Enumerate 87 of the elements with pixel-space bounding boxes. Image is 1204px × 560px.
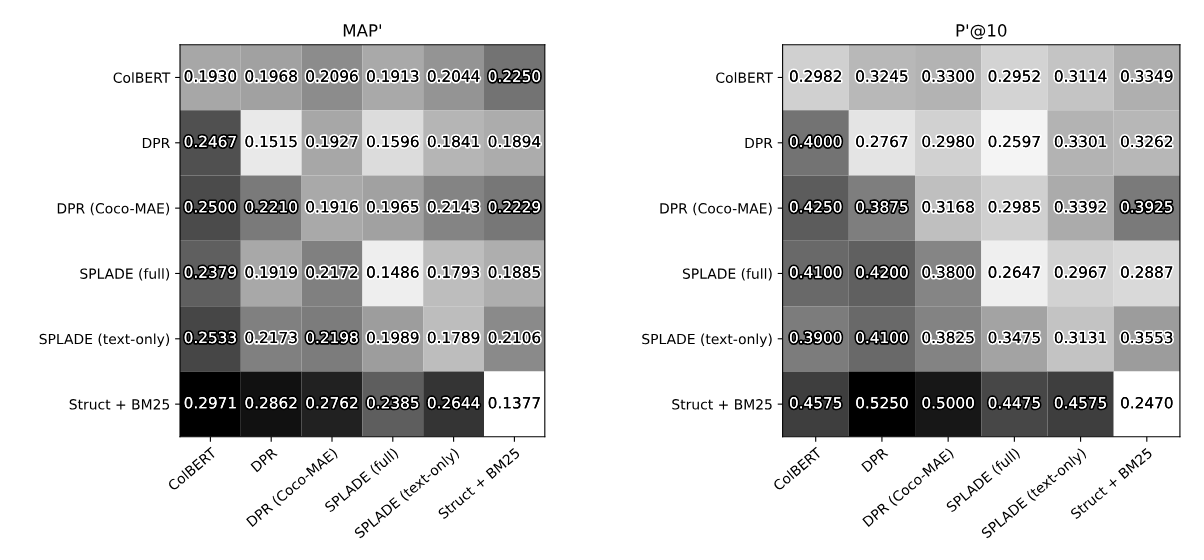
data-label: 0.2762 bbox=[306, 397, 358, 409]
data-label: 0.3131 bbox=[1054, 331, 1106, 344]
data-label: 0.2173 bbox=[245, 331, 297, 344]
y-tick-label: Struct + BM25 bbox=[69, 399, 170, 410]
y-tick-label: ColBERT bbox=[716, 72, 773, 83]
data-label: 0.4575 bbox=[789, 397, 842, 409]
data-label: 0.1596 bbox=[367, 135, 419, 148]
data-label: 0.3825 bbox=[922, 331, 974, 344]
y-tick-label: SPLADE (text-only) bbox=[39, 333, 170, 347]
data-label: 0.1927 bbox=[306, 135, 358, 148]
data-label: 0.1989 bbox=[367, 331, 419, 344]
data-label: 0.5000 bbox=[922, 397, 974, 409]
data-label: 0.1916 bbox=[306, 201, 358, 213]
data-label: 0.1885 bbox=[488, 266, 540, 278]
data-label: 0.3475 bbox=[988, 331, 1040, 344]
data-label: 0.2982 bbox=[789, 70, 841, 82]
y-tick-label: SPLADE (full) bbox=[682, 268, 772, 281]
data-label: 0.3300 bbox=[922, 70, 974, 82]
data-label: 0.2467 bbox=[184, 135, 236, 148]
data-label: 0.2143 bbox=[427, 201, 480, 213]
data-label: 0.4475 bbox=[988, 397, 1040, 409]
data-label: 0.2044 bbox=[427, 70, 480, 82]
data-label: 0.1930 bbox=[184, 70, 237, 82]
data-label: 0.2887 bbox=[1121, 266, 1173, 278]
data-label: 0.1486 bbox=[367, 266, 419, 278]
data-label: 0.3392 bbox=[1054, 201, 1106, 213]
data-label: 0.4100 bbox=[856, 331, 908, 344]
data-label: 0.1913 bbox=[367, 70, 419, 82]
data-label: 0.2229 bbox=[488, 201, 541, 213]
data-label: 0.3800 bbox=[922, 266, 974, 278]
data-label: 0.1377 bbox=[488, 397, 540, 409]
data-label: 0.2172 bbox=[306, 266, 358, 278]
data-label: 0.2967 bbox=[1054, 266, 1107, 278]
data-label: 0.3245 bbox=[856, 70, 908, 82]
data-label: 0.3900 bbox=[789, 331, 842, 344]
data-label: 0.2210 bbox=[245, 201, 297, 213]
y-tick-label: DPR bbox=[745, 137, 773, 149]
data-label: 0.1841 bbox=[427, 135, 479, 148]
data-label: 0.4100 bbox=[789, 266, 842, 278]
y-tick-label: Struct + BM25 bbox=[672, 399, 772, 410]
data-label: 0.2533 bbox=[184, 331, 236, 344]
y-tick-label: DPR (Coco-MAE) bbox=[660, 202, 772, 216]
data-label: 0.2198 bbox=[306, 331, 358, 344]
data-label: 0.3301 bbox=[1054, 135, 1106, 148]
y-tick-label: DPR bbox=[142, 137, 170, 149]
data-label: 0.3875 bbox=[856, 201, 908, 213]
data-label: 0.4200 bbox=[856, 266, 908, 278]
data-label: 0.2250 bbox=[488, 70, 541, 82]
data-label: 0.1789 bbox=[427, 331, 480, 344]
data-label: 0.2096 bbox=[306, 70, 358, 82]
data-label: 0.3925 bbox=[1121, 201, 1173, 213]
data-label: 0.2767 bbox=[856, 135, 908, 148]
data-label: 0.2500 bbox=[184, 201, 237, 213]
data-label: 0.3349 bbox=[1121, 70, 1173, 82]
data-label: 0.2106 bbox=[488, 331, 541, 344]
data-label: 0.1965 bbox=[367, 201, 419, 213]
data-label: 0.1968 bbox=[245, 70, 297, 82]
data-label: 0.1793 bbox=[427, 266, 480, 278]
y-tick-label: ColBERT bbox=[113, 72, 171, 83]
data-label: 0.2971 bbox=[184, 397, 236, 409]
data-label: 0.4575 bbox=[1054, 397, 1106, 409]
data-label: 0.2470 bbox=[1121, 397, 1173, 409]
data-label: 0.3168 bbox=[922, 201, 974, 213]
y-tick-label: DPR (Coco-MAE) bbox=[57, 202, 170, 216]
data-label: 0.5250 bbox=[856, 397, 908, 409]
data-label: 0.1894 bbox=[488, 135, 541, 148]
x-tick-label: DPR bbox=[861, 447, 889, 473]
data-label: 0.2862 bbox=[245, 397, 297, 409]
data-label: 0.3262 bbox=[1121, 135, 1173, 148]
y-tick-label: SPLADE (text-only) bbox=[642, 333, 772, 347]
data-label: 0.3553 bbox=[1121, 331, 1173, 344]
data-label: 0.3114 bbox=[1054, 70, 1107, 82]
data-label: 0.2644 bbox=[427, 397, 480, 409]
data-label: 0.1919 bbox=[245, 266, 297, 278]
data-label: 0.2379 bbox=[184, 266, 237, 278]
data-label: 0.2597 bbox=[988, 135, 1040, 148]
y-tick-label: SPLADE (full) bbox=[80, 268, 170, 281]
data-label: 0.2647 bbox=[988, 266, 1040, 278]
data-label: 0.1515 bbox=[245, 135, 297, 148]
chart-title: MAP' bbox=[343, 24, 382, 37]
data-label: 0.2985 bbox=[988, 201, 1040, 213]
data-label: 0.4000 bbox=[789, 135, 842, 148]
data-label: 0.4250 bbox=[789, 201, 842, 213]
data-label: 0.2385 bbox=[367, 397, 419, 409]
data-label: 0.2952 bbox=[988, 70, 1040, 82]
data-label: 0.2980 bbox=[922, 135, 974, 148]
chart-title: P'@10 bbox=[956, 24, 1007, 40]
